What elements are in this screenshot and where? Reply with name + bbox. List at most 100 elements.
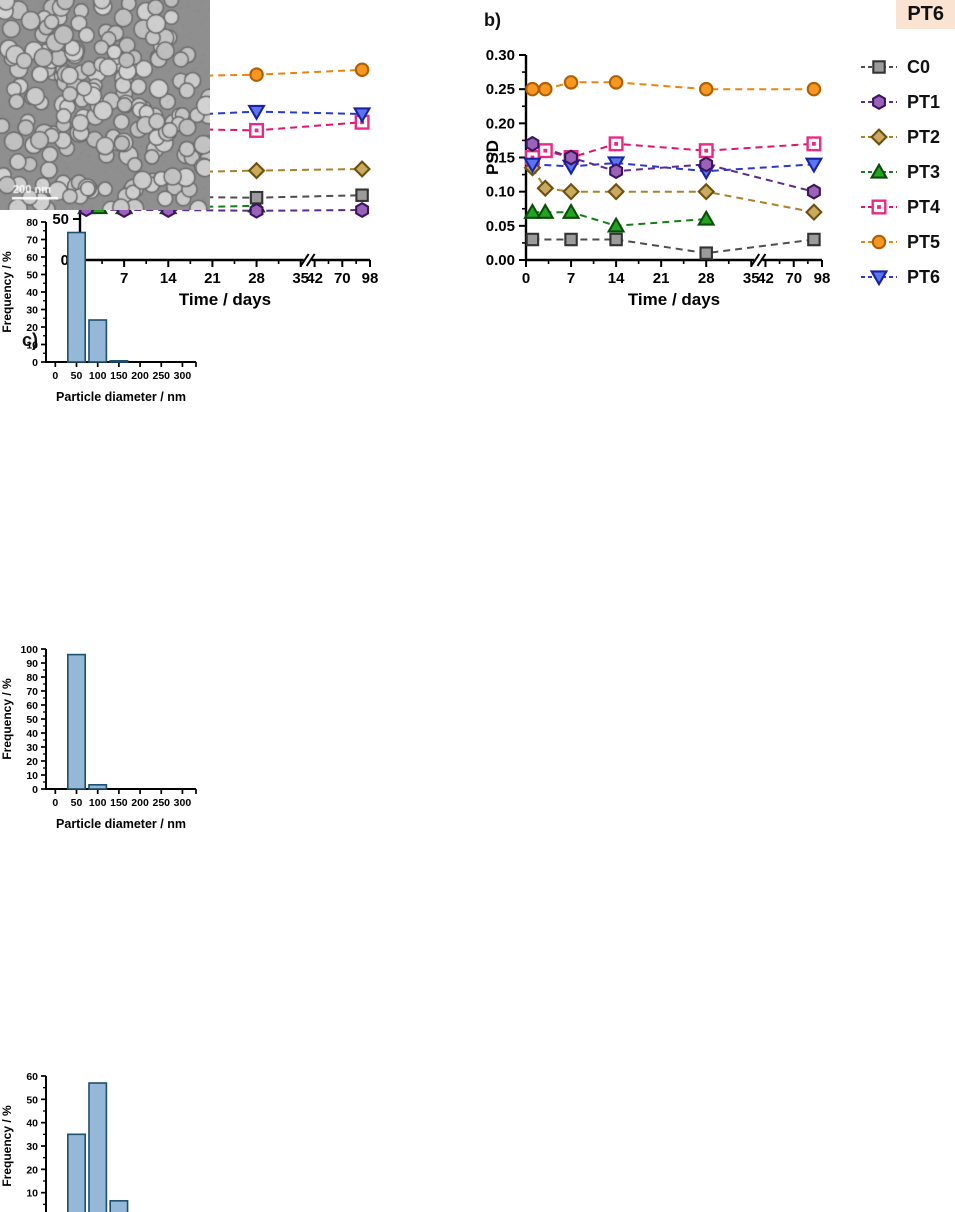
svg-text:0.10: 0.10 [486, 184, 515, 201]
svg-text:0.15: 0.15 [486, 150, 515, 167]
svg-text:35: 35 [743, 270, 760, 287]
svg-text:0.25: 0.25 [486, 81, 515, 98]
svg-text:42: 42 [757, 270, 774, 287]
svg-text:20: 20 [26, 322, 38, 334]
svg-text:100: 100 [89, 797, 107, 809]
svg-text:250: 250 [152, 797, 170, 809]
svg-text:90: 90 [26, 658, 38, 670]
svg-text:Frequency / %: Frequency / % [0, 251, 14, 333]
legend-label-PT6: PT6 [907, 266, 941, 287]
svg-text:0: 0 [32, 357, 38, 369]
svg-text:98: 98 [362, 270, 379, 287]
svg-text:Time / days: Time / days [628, 290, 720, 309]
svg-text:150: 150 [110, 797, 128, 809]
svg-text:100: 100 [89, 370, 107, 382]
legend-marker-C0 [861, 60, 897, 74]
legend-label-PT1: PT1 [907, 91, 941, 112]
svg-text:100: 100 [20, 644, 38, 656]
svg-text:28: 28 [698, 270, 715, 287]
svg-text:7: 7 [567, 270, 575, 287]
svg-text:0: 0 [522, 270, 530, 287]
svg-text:250: 250 [152, 370, 170, 382]
svg-text:50: 50 [26, 714, 38, 726]
legend-label-PT5: PT5 [907, 231, 941, 252]
svg-text:7: 7 [120, 270, 128, 287]
tem-micrograph-PT6 [0, 0, 210, 210]
svg-text:60: 60 [26, 1071, 38, 1083]
svg-text:42: 42 [306, 270, 323, 287]
svg-text:10: 10 [26, 340, 38, 352]
svg-text:Frequency / %: Frequency / % [0, 1105, 14, 1187]
legend-entry-PT1: PT1 [860, 91, 940, 113]
svg-text:70: 70 [26, 235, 38, 247]
legend-marker-PT4 [861, 199, 897, 215]
tem-label-PT6: PT6 [896, 0, 955, 29]
svg-text:40: 40 [26, 1118, 38, 1130]
svg-text:20: 20 [26, 756, 38, 768]
legend-marker-PT3 [861, 162, 897, 179]
size-histogram-PT2: 0102030405060050100150200250300Particle … [0, 1071, 129, 1212]
svg-text:30: 30 [26, 305, 38, 317]
svg-text:0.20: 0.20 [486, 115, 515, 132]
svg-text:70: 70 [785, 270, 802, 287]
legend-entry-C0: C0 [860, 56, 940, 78]
svg-text:0: 0 [32, 784, 38, 796]
svg-text:30: 30 [26, 742, 38, 754]
svg-text:20: 20 [26, 1164, 38, 1176]
svg-text:60: 60 [26, 700, 38, 712]
legend-label-C0: C0 [907, 56, 931, 77]
svg-text:300: 300 [174, 797, 192, 809]
svg-text:Particle diameter / nm: Particle diameter / nm [56, 390, 186, 404]
svg-text:50: 50 [26, 270, 38, 282]
svg-text:0: 0 [52, 370, 58, 382]
legend-label-PT2: PT2 [907, 126, 941, 147]
svg-text:35: 35 [292, 270, 309, 287]
svg-text:50: 50 [26, 1094, 38, 1106]
panel-b-label: b) [484, 10, 501, 30]
svg-text:21: 21 [653, 270, 670, 287]
psd-vs-time-chart: 0.00 0.05 0.10 0.15 0.20 0.25 0.30 0 7 14 21 28 3542… [486, 47, 831, 309]
svg-text:60: 60 [26, 252, 38, 264]
svg-text:80: 80 [26, 217, 38, 229]
svg-text:Particle diameter / nm: Particle diameter / nm [56, 817, 186, 831]
svg-text:14: 14 [160, 270, 177, 287]
svg-text:300: 300 [174, 370, 192, 382]
svg-text:21: 21 [204, 270, 221, 287]
legend-entry-PT5: PT5 [860, 231, 940, 253]
svg-text:0.30: 0.30 [486, 47, 515, 64]
svg-text:0.05: 0.05 [486, 218, 515, 235]
chart-legend: C0 PT1 PT2 PT3 PT4 PT5 PT6 [860, 56, 940, 288]
svg-text:150: 150 [110, 370, 128, 382]
svg-text:10: 10 [26, 770, 38, 782]
legend-marker-PT1 [861, 93, 897, 111]
svg-text:200: 200 [131, 797, 149, 809]
svg-text:70: 70 [26, 686, 38, 698]
svg-text:10: 10 [26, 1188, 38, 1200]
svg-text:Frequency / %: Frequency / % [0, 678, 14, 760]
tem-image-PT1: PT1 [0, 0, 955, 637]
legend-entry-PT4: PT4 [860, 196, 940, 218]
legend-entry-PT2: PT2 [860, 126, 940, 148]
svg-text:200: 200 [131, 370, 149, 382]
svg-text:0: 0 [61, 252, 69, 269]
svg-text:PSD: PSD [486, 140, 502, 175]
svg-text:14: 14 [608, 270, 625, 287]
legend-marker-PT2 [861, 128, 897, 146]
svg-text:40: 40 [26, 728, 38, 740]
tem-image-PT2: PT2 [0, 0, 955, 1064]
svg-text:28: 28 [248, 270, 265, 287]
svg-text:98: 98 [814, 270, 831, 287]
legend-entry-PT6: PT6 [860, 266, 940, 288]
svg-text:80: 80 [26, 672, 38, 684]
svg-text:50: 50 [52, 211, 69, 228]
svg-text:50: 50 [71, 797, 83, 809]
svg-text:40: 40 [26, 287, 38, 299]
svg-text:30: 30 [26, 1141, 38, 1153]
svg-text:0: 0 [52, 797, 58, 809]
legend-label-PT3: PT3 [907, 161, 941, 182]
svg-text:0.00: 0.00 [486, 252, 515, 269]
